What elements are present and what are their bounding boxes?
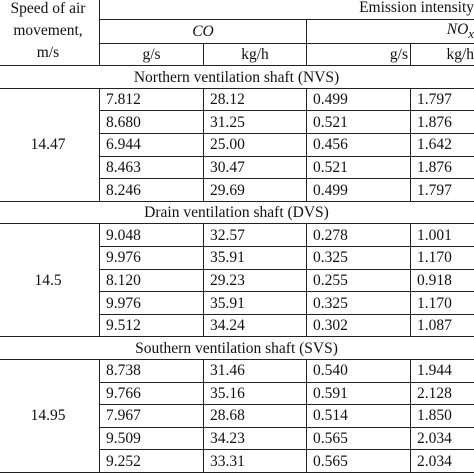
co-kgh-cell: 29.23 — [203, 268, 307, 293]
table-row: 14.5 9.048 32.57 0.278 1.001 — [0, 223, 474, 338]
nox-kgh-cell: 2.034 — [409, 449, 474, 473]
speed-cell: 14.5 — [0, 223, 100, 338]
section-title-row: Drain ventilation shaft (DVS) — [0, 200, 474, 225]
co-kgh-cell: 28.12 — [203, 87, 307, 112]
co-gs-cell: 9.512 — [99, 313, 204, 338]
table-row: 8.246 29.69 0.499 1.797 — [0, 178, 474, 202]
table-row: 9.976 35.91 0.325 1.170 — [0, 291, 474, 315]
header-row-2: CO NOx — [0, 18, 474, 44]
nox-gs-cell: 0.325 — [306, 291, 411, 315]
unit-nox-gs: g/s — [306, 42, 411, 67]
nox-subscript: x — [468, 25, 474, 41]
co-kgh-cell: 30.47 — [203, 155, 307, 180]
nox-gs-cell: 0.521 — [306, 110, 411, 135]
table-row: 14.47 7.812 28.12 0.499 1.797 — [0, 87, 474, 202]
table-row: 9.512 34.24 0.302 1.087 — [0, 313, 474, 338]
table-row: 7.967 28.68 0.514 1.850 — [0, 404, 474, 428]
nox-kgh-cell: 1.797 — [409, 87, 474, 112]
nox-kgh-cell: 0.918 — [409, 268, 474, 293]
co-gs-cell: 8.680 — [99, 110, 204, 135]
nox-gs-cell: 0.565 — [306, 426, 411, 451]
co-kgh-cell: 35.16 — [203, 381, 307, 406]
nox-gs-cell: 0.514 — [306, 404, 411, 428]
section-title: Drain ventilation shaft (DVS) — [0, 200, 474, 225]
co-kgh-cell: 35.91 — [203, 291, 307, 315]
nox-header: NOx — [305, 18, 474, 44]
co-kgh-cell: 32.57 — [203, 223, 307, 248]
speed-header-line1: Speed of air — [10, 0, 86, 18]
co-gs-cell: 8.463 — [99, 155, 204, 180]
co-kgh-cell: 34.24 — [203, 313, 307, 338]
unit-nox-kgh: kg/h — [409, 42, 474, 67]
table-row: 8.120 29.23 0.255 0.918 — [0, 268, 474, 293]
nox-kgh-cell: 1.001 — [409, 223, 474, 248]
nox-label: NO — [446, 20, 469, 38]
nox-gs-cell: 0.499 — [306, 87, 411, 112]
nox-gs-cell: 0.499 — [306, 178, 411, 202]
co-gs-cell: 9.766 — [99, 381, 204, 406]
speed-header-line3: m/s — [36, 44, 60, 62]
co-gs-cell: 6.944 — [99, 133, 204, 157]
table-row: 9.252 33.31 0.565 2.034 — [0, 449, 474, 473]
co-gs-cell: 9.976 — [99, 246, 204, 270]
co-gs-cell: 9.976 — [99, 291, 204, 315]
nox-kgh-cell: 1.876 — [409, 110, 474, 135]
co-kgh-cell: 31.25 — [203, 110, 307, 135]
co-kgh-cell: 25.00 — [203, 133, 307, 157]
section-title-row: Northern ventilation shaft (NVS) — [0, 65, 474, 89]
co-kgh-cell: 34.23 — [203, 426, 307, 451]
table-row: 6.944 25.00 0.456 1.642 — [0, 133, 474, 157]
nox-kgh-cell: 2.128 — [409, 381, 474, 406]
nox-gs-cell: 0.278 — [306, 223, 411, 248]
speed-cell: 14.95 — [0, 359, 100, 473]
co-gs-cell: 8.120 — [99, 268, 204, 293]
unit-co-gs: g/s — [99, 42, 204, 67]
table-row: 14.95 8.738 31.46 0.540 1.944 — [0, 359, 474, 473]
co-gs-cell: 8.246 — [99, 178, 204, 202]
co-gs-cell: 9.509 — [99, 426, 204, 451]
nox-kgh-cell: 1.170 — [409, 291, 474, 315]
co-header: CO — [99, 18, 307, 44]
speed-cell: 14.47 — [0, 87, 100, 202]
nox-gs-cell: 0.591 — [306, 381, 411, 406]
speed-header-cell: Speed of air movement, m/s — [0, 0, 100, 67]
section-title: Southern ventilation shaft (SVS) — [0, 336, 474, 360]
nox-kgh-cell: 1.642 — [409, 133, 474, 157]
nox-kgh-cell: 1.170 — [409, 246, 474, 270]
co-gs-cell: 7.967 — [99, 404, 204, 428]
nox-kgh-cell: 2.034 — [409, 426, 474, 451]
section-title: Northern ventilation shaft (NVS) — [0, 65, 474, 89]
table-row: 8.463 30.47 0.521 1.876 — [0, 155, 474, 180]
co-gs-cell: 9.252 — [99, 449, 204, 473]
co-kgh-cell: 28.68 — [203, 404, 307, 428]
unit-co-kgh: kg/h — [203, 42, 307, 67]
emission-intensity-header: Emission intensity — [98, 0, 474, 20]
section-title-row: Southern ventilation shaft (SVS) — [0, 336, 474, 360]
nox-gs-cell: 0.255 — [306, 268, 411, 293]
co-kgh-cell: 35.91 — [203, 246, 307, 270]
speed-header-line2: movement, — [13, 22, 83, 40]
header-row-1: Speed of air movement, m/s Emission inte… — [0, 0, 474, 67]
nox-kgh-cell: 1.850 — [409, 404, 474, 428]
nox-gs-cell: 0.325 — [306, 246, 411, 270]
nox-gs-cell: 0.540 — [306, 359, 411, 383]
co-gs-cell: 9.048 — [99, 223, 204, 248]
nox-kgh-cell: 1.876 — [409, 155, 474, 180]
co-kgh-cell: 31.46 — [203, 359, 307, 383]
co-kgh-cell: 33.31 — [203, 449, 307, 473]
nox-kgh-cell: 1.944 — [409, 359, 474, 383]
nox-kgh-cell: 1.797 — [409, 178, 474, 202]
nox-gs-cell: 0.456 — [306, 133, 411, 157]
co-gs-cell: 8.738 — [99, 359, 204, 383]
nox-gs-cell: 0.565 — [306, 449, 411, 473]
co-gs-cell: 7.812 — [99, 87, 204, 112]
nox-kgh-cell: 1.087 — [409, 313, 474, 338]
table-row: 9.509 34.23 0.565 2.034 — [0, 426, 474, 451]
nox-gs-cell: 0.521 — [306, 155, 411, 180]
nox-gs-cell: 0.302 — [306, 313, 411, 338]
co-kgh-cell: 29.69 — [203, 178, 307, 202]
